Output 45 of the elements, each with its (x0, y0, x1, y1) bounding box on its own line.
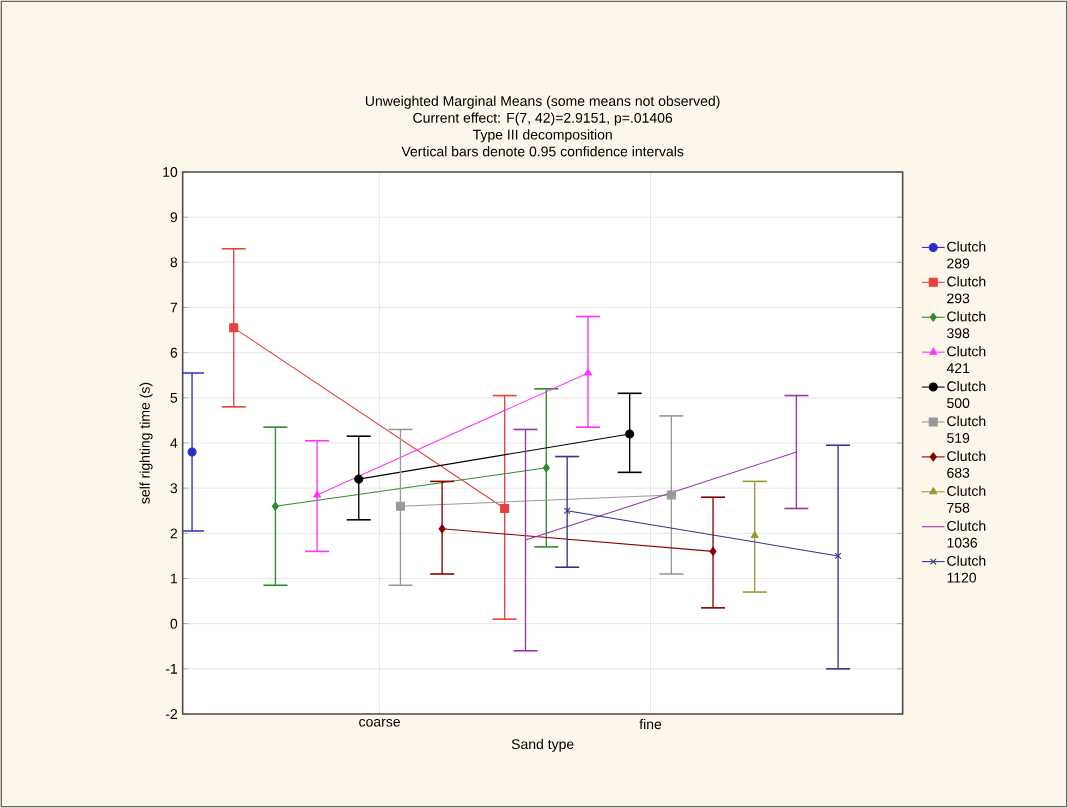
y-tick-label: 1 (171, 573, 178, 584)
legend-label: Clutch 519 (947, 415, 986, 443)
legend-label: Clutch 1120 (947, 555, 986, 583)
point (229, 323, 239, 333)
legend-label: Clutch 758 (947, 485, 986, 513)
point (563, 507, 571, 515)
legend-label: Clutch 398 (947, 311, 986, 339)
y-tick-label: 7 (170, 302, 178, 313)
point (834, 552, 842, 560)
legend-label: Clutch 500 (947, 380, 986, 409)
point (395, 501, 405, 511)
point (625, 429, 635, 439)
y-tick-label: 6 (170, 347, 178, 358)
y-tick-label: -2 (165, 709, 178, 719)
y-axis-title: self righting time (s) (139, 382, 153, 504)
y-tick-label: -1 (165, 664, 178, 674)
y-tick-label: 3 (170, 483, 178, 494)
x-axis-title: Sand type (511, 738, 574, 752)
point (187, 447, 197, 457)
y-tick-label: 10 (163, 167, 178, 177)
legend-label: Clutch 683 (947, 450, 986, 478)
y-tick-label: 9 (170, 212, 178, 223)
text: Vertical bars denote 0.95 confidence intervals (401, 146, 684, 157)
legend-label: Clutch 289 (947, 241, 986, 269)
point (500, 503, 510, 514)
point (542, 463, 550, 473)
legend-label: Clutch 421 (946, 346, 986, 373)
legend-label: Clutch 293 (947, 276, 986, 304)
x-tick-label: fine (639, 718, 662, 730)
y-tick-label: 8 (170, 257, 178, 268)
point (666, 490, 676, 500)
legend-label: Clutch 1036 (947, 520, 986, 548)
text: Type III decomposition (472, 129, 612, 143)
point (271, 501, 279, 511)
chart-title: Unweighted Marginal Means (some means not observed) (365, 95, 720, 109)
point (709, 546, 717, 556)
y-tick-label: 0 (170, 618, 178, 629)
x-tick-label: coarse (359, 718, 400, 727)
point (354, 474, 364, 484)
point (438, 524, 446, 534)
y-tick-label: 2 (170, 528, 178, 539)
point (750, 531, 759, 539)
y-tick-label: 4 (170, 438, 178, 448)
chart-subtitle: Current effect: F(7, 42)=2.9151, p=.01406 (413, 112, 673, 126)
y-tick-label: 5 (170, 392, 178, 403)
